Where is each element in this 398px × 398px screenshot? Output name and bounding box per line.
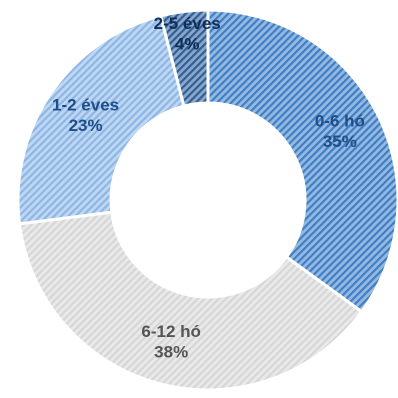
- slice-value-label: 23%: [69, 116, 103, 135]
- slice-label-2-5-eves: 2-5 éves 4%: [154, 15, 221, 54]
- slice-label-1-2-eves: 1-2 éves 23%: [52, 96, 119, 135]
- slice-label-6-12-ho: 6-12 hó 38%: [141, 323, 201, 362]
- slice-category-label: 6-12 hó: [141, 323, 201, 342]
- slice-value-label: 38%: [154, 343, 188, 362]
- slice-2-5-eves: [158, 8, 210, 108]
- slice-category-label: 1-2 éves: [52, 96, 119, 115]
- slices-layer: [16, 8, 398, 392]
- slice-category-label: 2-5 éves: [154, 15, 221, 34]
- slice-6-12-ho: [17, 210, 364, 392]
- labels-layer: 0-6 hó 35% 6-12 hó 38% 1-2 éves 23% 2-5 éves 4%: [52, 15, 365, 362]
- slice-value-label: 4%: [175, 35, 200, 54]
- slice-label-0-6-ho: 0-6 hó 35%: [315, 112, 365, 151]
- slice-1-2-eves: [16, 14, 186, 226]
- slice-0-6-ho: [206, 8, 398, 314]
- slice-value-label: 35%: [323, 132, 357, 151]
- slice-category-label: 0-6 hó: [315, 112, 365, 131]
